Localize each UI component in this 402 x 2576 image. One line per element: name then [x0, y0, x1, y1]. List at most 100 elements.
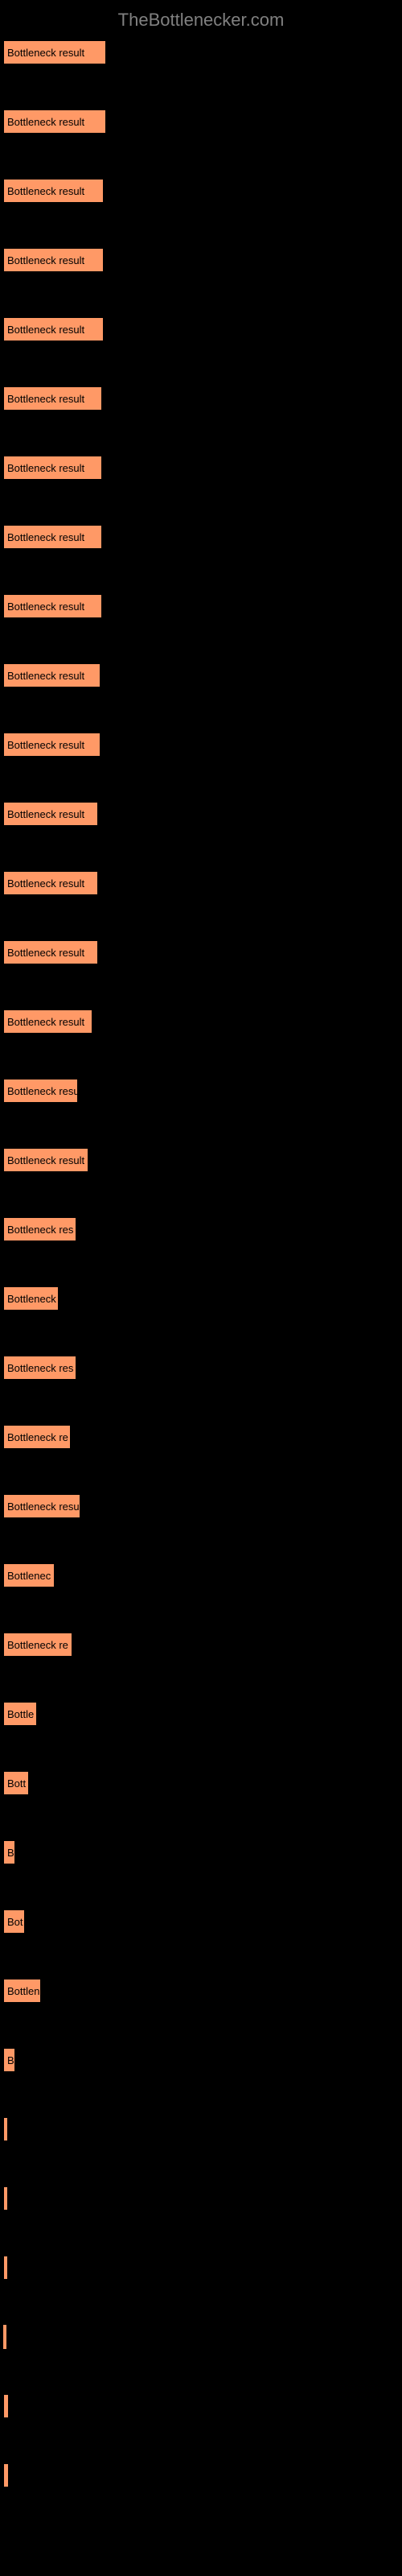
bar-label: Bottleneck result — [7, 393, 84, 405]
chart-bar: Bottlenec — [3, 1563, 55, 1587]
bar-row: Bottleneck result — [3, 109, 399, 134]
page-header: TheBottlenecker.com — [0, 0, 402, 40]
chart-bar: Bottleneck resu — [3, 1079, 78, 1103]
bar-row — [3, 2117, 399, 2141]
bar-row: Bottleneck resu — [3, 1079, 399, 1103]
bar-row — [3, 2394, 399, 2418]
chart-bar: Bottleneck result — [3, 940, 98, 964]
bar-row: Bottleneck result — [3, 456, 399, 480]
bar-row: Bottleneck result — [3, 386, 399, 411]
chart-bar: Bottleneck re — [3, 1425, 71, 1449]
chart-bar: Bott — [3, 1771, 29, 1795]
bar-row: Bottleneck result — [3, 733, 399, 757]
bar-label: Bot — [7, 1916, 23, 1928]
bar-row: B — [3, 1840, 399, 1864]
chart-bar: Bottleneck res — [3, 1356, 76, 1380]
bar-row: Bottleneck result — [3, 1009, 399, 1034]
chart-bar: Bottleneck result — [3, 871, 98, 895]
bar-row: Bottleneck result — [3, 40, 399, 64]
bar-row: Bottleneck re — [3, 1633, 399, 1657]
chart-bar — [3, 2117, 8, 2141]
bar-label: Bottlen — [7, 1985, 39, 1997]
bar-row: Bottleneck result — [3, 1148, 399, 1172]
chart-bar — [3, 2256, 8, 2280]
bar-label: Bottleneck result — [7, 254, 84, 266]
bar-label: Bottleneck result — [7, 877, 84, 890]
header-title: TheBottlenecker.com — [118, 10, 285, 30]
chart-bar: Bottleneck result — [3, 456, 102, 480]
bar-row — [3, 2256, 399, 2280]
chart-bar: Bottleneck result — [3, 663, 100, 687]
bar-row — [3, 2325, 399, 2349]
chart-bar: B — [3, 1840, 15, 1864]
bar-label: Bottlenec — [7, 1570, 51, 1582]
chart-bar — [3, 2325, 6, 2349]
chart-bar: Bottleneck result — [3, 248, 104, 272]
chart-bar: Bottleneck result — [3, 733, 100, 757]
chart-bar: Bottleneck re — [3, 1633, 72, 1657]
bar-row: Bottleneck res — [3, 1356, 399, 1380]
bar-label: Bottleneck res — [7, 1224, 73, 1236]
chart-bar: Bottleneck result — [3, 1009, 92, 1034]
bar-label: Bottleneck result — [7, 185, 84, 197]
bar-label: Bottleneck result — [7, 116, 84, 128]
bar-row: Bottlenec — [3, 1563, 399, 1587]
chart-bar: Bottleneck result — [3, 594, 102, 618]
bar-row: Bottle — [3, 1702, 399, 1726]
bar-label: B — [7, 2054, 14, 2066]
bar-label: Bottleneck result — [7, 670, 84, 682]
bar-row: Bottleneck result — [3, 525, 399, 549]
bar-row: Bottlen — [3, 1979, 399, 2003]
bar-row — [3, 2186, 399, 2211]
chart-bar: Bottleneck result — [3, 40, 106, 64]
bar-row: Bottleneck result — [3, 317, 399, 341]
chart-bar — [3, 2186, 8, 2211]
bar-row: B — [3, 2048, 399, 2072]
chart-bar: Bottleneck result — [3, 802, 98, 826]
bar-row: Bottleneck re — [3, 1425, 399, 1449]
bar-row: Bottleneck result — [3, 663, 399, 687]
bar-label: Bottleneck result — [7, 1154, 84, 1166]
bar-row: Bottleneck result — [3, 940, 399, 964]
chart-bar: Bottleneck result — [3, 317, 104, 341]
chart-bar — [3, 2394, 9, 2418]
bar-label: Bottleneck result — [7, 739, 84, 751]
chart-bar: Bottleneck result — [3, 1148, 88, 1172]
chart-bar: Bottleneck resu — [3, 1494, 80, 1518]
bar-row: Bottleneck result — [3, 594, 399, 618]
bar-label: Bottleneck result — [7, 601, 84, 613]
bar-row: Bottleneck result — [3, 248, 399, 272]
bar-label: B — [7, 1847, 14, 1859]
chart-bar: Bottleneck result — [3, 525, 102, 549]
chart-bar: Bottlen — [3, 1979, 41, 2003]
bar-label: Bottleneck re — [7, 1639, 68, 1651]
chart-bar: B — [3, 2048, 15, 2072]
chart-bar: Bot — [3, 1909, 25, 1934]
chart-bar: Bottle — [3, 1702, 37, 1726]
bar-label: Bottleneck result — [7, 47, 84, 59]
bar-row: Bottleneck res — [3, 1217, 399, 1241]
bar-row: Bot — [3, 1909, 399, 1934]
bar-row — [3, 2463, 399, 2487]
chart-bar — [3, 2463, 9, 2487]
bar-label: Bottle — [7, 1708, 34, 1720]
bar-row: Bottleneck result — [3, 871, 399, 895]
bar-label: Bott — [7, 1777, 26, 1790]
bar-label: Bottleneck result — [7, 531, 84, 543]
chart-bar: Bottleneck result — [3, 386, 102, 411]
bar-label: Bottleneck re — [7, 1431, 68, 1443]
bar-label: Bottleneck res — [7, 1362, 73, 1374]
bar-label: Bottleneck result — [7, 947, 84, 959]
chart-bar: Bottleneck res — [3, 1217, 76, 1241]
chart-container: Bottleneck result Bottleneck result Bottle… — [0, 40, 402, 2487]
bar-row: Bottleneck — [3, 1286, 399, 1311]
chart-bar: Bottleneck — [3, 1286, 59, 1311]
bar-row: Bottleneck result — [3, 179, 399, 203]
bar-label: Bottleneck resu — [7, 1501, 80, 1513]
bar-row: Bottleneck resu — [3, 1494, 399, 1518]
bar-label: Bottleneck resu — [7, 1085, 78, 1097]
bar-label: Bottleneck result — [7, 462, 84, 474]
bar-row: Bottleneck result — [3, 802, 399, 826]
chart-bar: Bottleneck result — [3, 179, 104, 203]
bar-row: Bott — [3, 1771, 399, 1795]
